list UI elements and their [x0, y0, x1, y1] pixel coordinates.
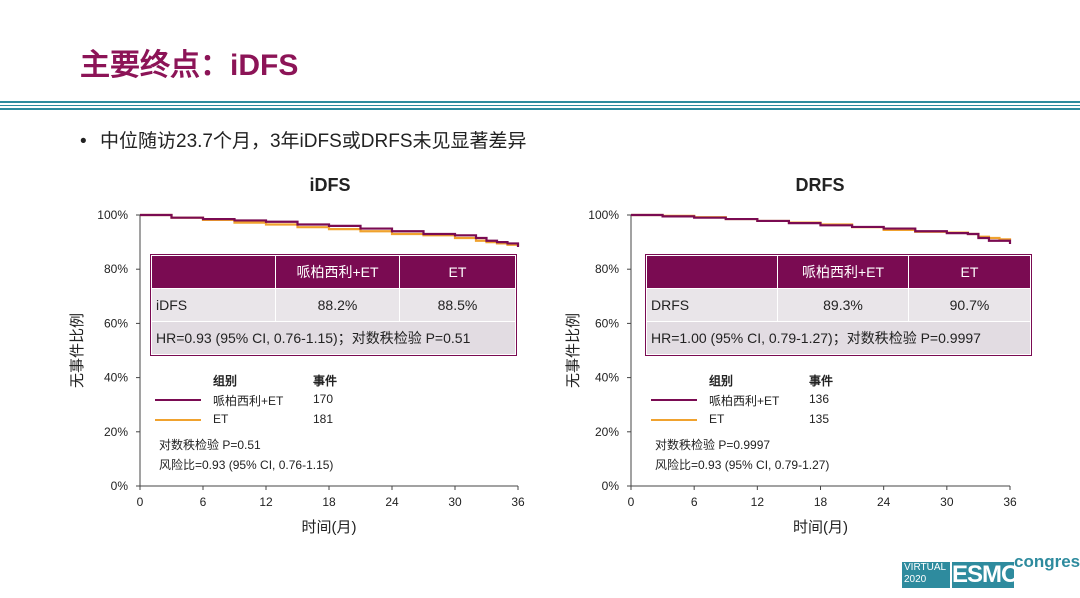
legend-events-et: 181	[313, 412, 334, 426]
drfs-summary-table: 哌柏西利+ET ET DRFS 89.3% 90.7% HR=1.00 (95%…	[645, 254, 1032, 356]
legend-swatch-combo	[155, 399, 201, 401]
legend-group-header: 组别	[213, 374, 238, 388]
logo-brand-text: ESMO	[952, 561, 1020, 588]
legend-label-et: ET	[213, 412, 229, 426]
logo-virtual-badge: VIRTUAL 2020	[902, 562, 950, 588]
series-line-et	[631, 213, 1012, 241]
bullet-point: • 中位随访23.7个月，3年iDFS或DRFS未见显著差异	[80, 131, 527, 152]
legend-events-header: 事件	[809, 374, 834, 388]
esmo-logo: VIRTUAL 2020 ESMO congress	[902, 552, 1080, 590]
table-header-et: ET	[399, 255, 516, 289]
y-tick-label: 20%	[104, 425, 128, 439]
legend-swatch-et	[651, 419, 697, 421]
legend-label-combo: 哌柏西利+ET	[709, 394, 780, 408]
logo-year-text: 2020	[904, 574, 927, 585]
y-tick-label: 60%	[104, 316, 128, 330]
y-tick-label: 0%	[111, 479, 129, 493]
legend-events-header: 事件	[313, 374, 338, 388]
legend-note-hr: 风险比=0.93 (95% CI, 0.76-1.15)	[159, 458, 334, 472]
x-axis-label: 时间(月)	[793, 519, 848, 536]
series-line-combo	[140, 213, 520, 247]
x-tick-label: 24	[877, 495, 891, 509]
table-hr-text: HR=1.00 (95% CI, 0.79-1.27)；对数秩检验 P=0.99…	[646, 321, 1031, 355]
y-tick-label: 20%	[595, 425, 619, 439]
x-tick-label: 24	[385, 495, 399, 509]
x-tick-label: 18	[814, 495, 828, 509]
idfs-summary-table: 哌柏西利+ET ET iDFS 88.2% 88.5% HR=0.93 (95%…	[150, 254, 517, 356]
legend-note-logrank: 对数秩检验 P=0.51	[159, 438, 261, 452]
table-header-blank	[646, 255, 778, 289]
idfs-legend: 组别 事件 哌柏西利+ET 170 ET 181 对数秩检验 P=0.51 风险…	[155, 372, 455, 472]
table-row-label: DRFS	[646, 288, 778, 322]
table-header-combo: 哌柏西利+ET	[777, 255, 909, 289]
y-tick-label: 60%	[595, 316, 619, 330]
x-tick-label: 6	[200, 495, 207, 509]
chart-title-idfs: iDFS	[309, 175, 351, 195]
chart-title-drfs: DRFS	[795, 175, 845, 195]
legend-label-combo: 哌柏西利+ET	[213, 394, 284, 408]
legend-events-combo: 170	[313, 392, 334, 406]
x-tick-label: 12	[751, 495, 765, 509]
x-tick-label: 0	[628, 495, 635, 509]
y-tick-label: 80%	[595, 262, 619, 276]
y-tick-label: 100%	[97, 208, 128, 222]
table-hr-text: HR=0.93 (95% CI, 0.76-1.15)；对数秩检验 P=0.51	[151, 321, 516, 355]
x-tick-label: 36	[511, 495, 525, 509]
drfs-legend: 组别 事件 哌柏西利+ET 136 ET 135 对数秩检验 P=0.9997 …	[651, 372, 951, 472]
table-value-et: 88.5%	[399, 288, 516, 322]
x-tick-label: 18	[322, 495, 336, 509]
legend-events-combo: 136	[809, 392, 830, 406]
legend-swatch-et	[155, 419, 201, 421]
x-tick-label: 6	[691, 495, 698, 509]
table-value-et: 90.7%	[908, 288, 1031, 322]
legend-events-et: 135	[809, 412, 830, 426]
legend-swatch-combo	[651, 399, 697, 401]
bullet-text: 中位随访23.7个月，3年iDFS或DRFS未见显著差异	[100, 131, 527, 152]
logo-virtual-text: VIRTUAL	[904, 562, 947, 573]
table-header-blank	[151, 255, 276, 289]
x-tick-label: 0	[137, 495, 144, 509]
x-tick-label: 30	[940, 495, 954, 509]
y-tick-label: 0%	[602, 479, 620, 493]
header-rule	[0, 108, 1080, 110]
x-axis-label: 时间(月)	[302, 519, 357, 536]
series-line-combo	[631, 213, 1012, 244]
y-axis-label: 无事件比例	[565, 313, 582, 388]
table-value-combo: 88.2%	[275, 288, 400, 322]
legend-note-logrank: 对数秩检验 P=0.9997	[655, 438, 771, 452]
x-tick-label: 12	[259, 495, 273, 509]
table-header-combo: 哌柏西利+ET	[275, 255, 400, 289]
page-title: 主要终点：iDFS	[80, 49, 299, 82]
y-tick-label: 80%	[104, 262, 128, 276]
y-tick-label: 40%	[595, 371, 619, 385]
y-tick-label: 40%	[104, 371, 128, 385]
legend-group-header: 组别	[709, 374, 734, 388]
legend-label-et: ET	[709, 412, 725, 426]
header-rule	[0, 101, 1080, 103]
y-axis-label: 无事件比例	[69, 313, 86, 388]
x-tick-label: 36	[1003, 495, 1017, 509]
logo-congress-text: congress	[1014, 552, 1080, 571]
y-tick-label: 100%	[588, 208, 619, 222]
table-value-combo: 89.3%	[777, 288, 909, 322]
x-tick-label: 30	[448, 495, 462, 509]
table-row-label: iDFS	[151, 288, 276, 322]
table-header-et: ET	[908, 255, 1031, 289]
header-rule	[0, 105, 1080, 106]
legend-note-hr: 风险比=0.93 (95% CI, 0.79-1.27)	[655, 458, 830, 472]
series-line-et	[140, 213, 520, 247]
